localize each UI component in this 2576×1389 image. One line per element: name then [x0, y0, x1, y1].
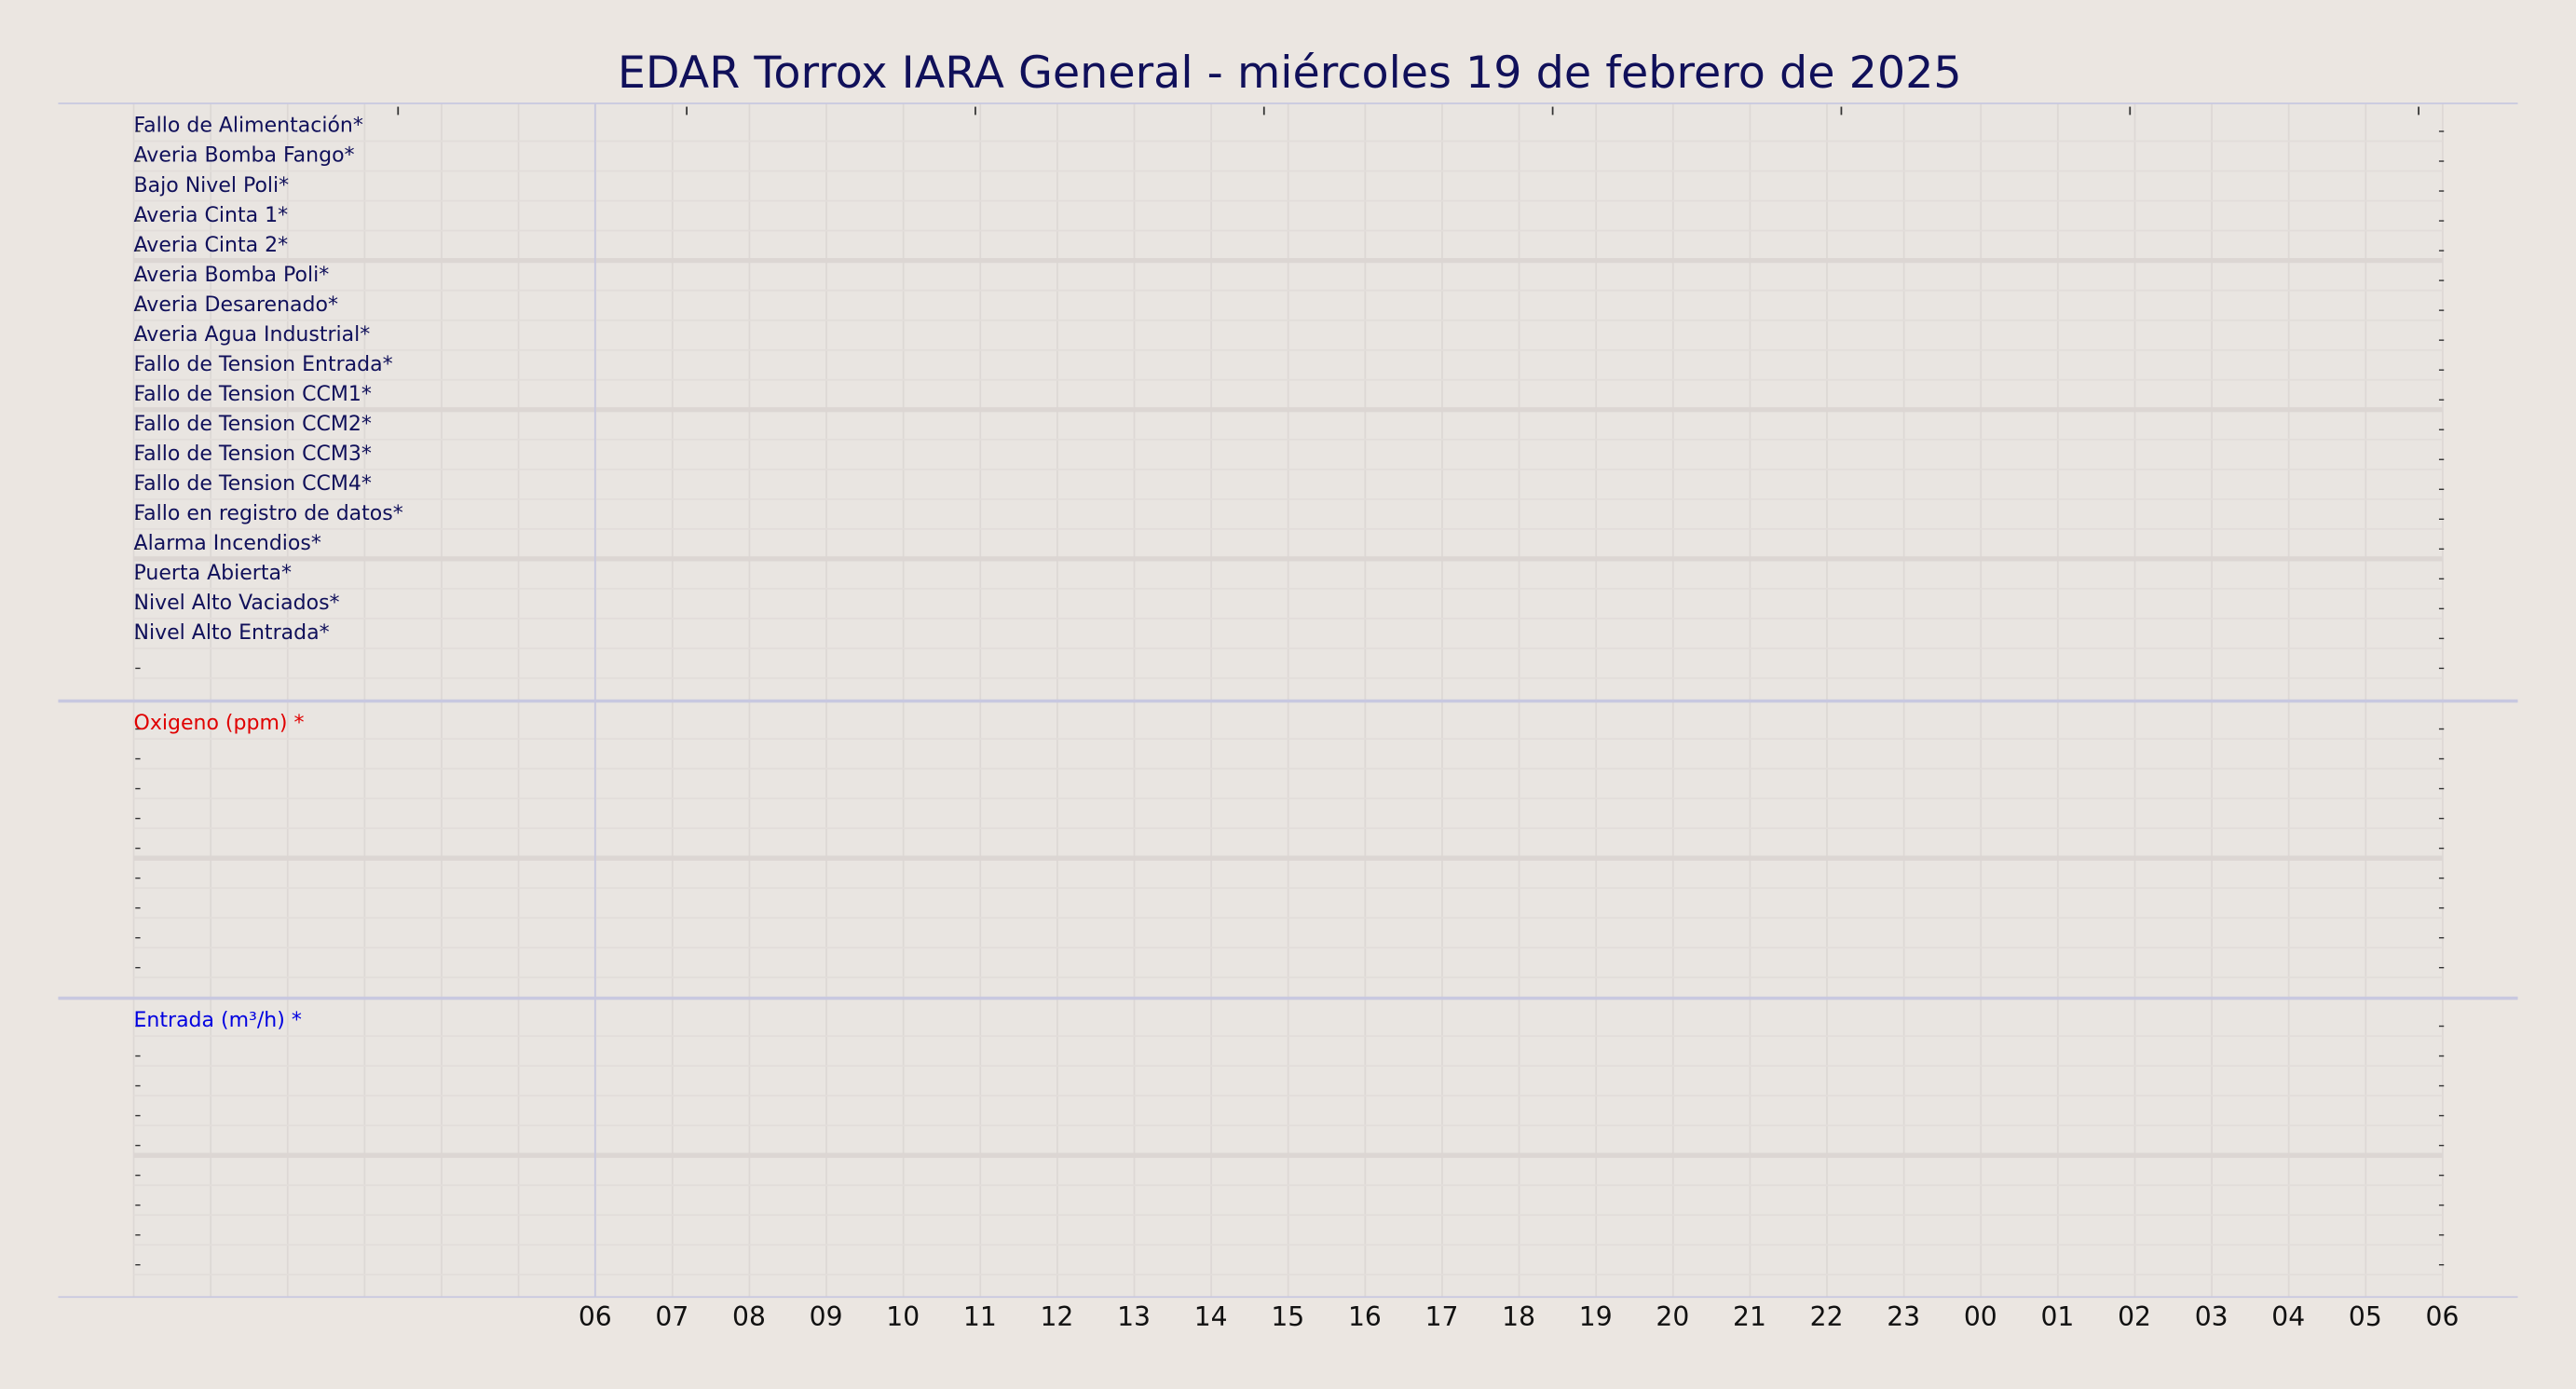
series-label: Fallo de Tension CCM4*	[134, 472, 372, 496]
x-tick-label: 02	[2118, 1301, 2151, 1332]
x-tick-label: 07	[655, 1301, 688, 1332]
x-tick-label: 14	[1194, 1301, 1228, 1332]
x-tick-label: 16	[1348, 1301, 1382, 1332]
series-label: Alarma Incendios*	[134, 532, 321, 555]
x-tick-label: 05	[2349, 1301, 2382, 1332]
x-tick-label: 15	[1271, 1301, 1304, 1332]
x-tick-label: 23	[1887, 1301, 1920, 1332]
x-tick-label: 22	[1810, 1301, 1844, 1332]
series-label: Fallo de Alimentación*	[134, 115, 363, 138]
series-label: Fallo de Tension CCM1*	[134, 383, 372, 406]
series-label: Nivel Alto Vaciados*	[134, 592, 340, 615]
x-tick-label: 08	[732, 1301, 766, 1332]
chart-title: EDAR Torrox IARA General - miércoles 19 …	[618, 48, 1962, 99]
series-label: Averia Bomba Fango*	[134, 144, 355, 168]
x-tick-label: 10	[886, 1301, 920, 1332]
series-label: Bajo Nivel Poli*	[134, 174, 290, 197]
x-tick-label: 11	[963, 1301, 997, 1332]
series-label: Puerta Abierta*	[134, 562, 292, 585]
x-tick-label: 06	[579, 1301, 612, 1332]
series-label: Averia Desarenado*	[134, 293, 338, 317]
series-label: Fallo en registro de datos*	[134, 502, 403, 525]
series-label: Fallo de Tension Entrada*	[134, 353, 393, 376]
x-tick-label: 04	[2271, 1301, 2305, 1332]
series-label: Averia Bomba Poli*	[134, 264, 330, 287]
x-tick-label: 01	[2040, 1301, 2074, 1332]
x-tick-label: 19	[1579, 1301, 1613, 1332]
series-label: Nivel Alto Entrada*	[134, 621, 330, 645]
x-tick-label: 00	[1964, 1301, 1997, 1332]
x-tick-label: 20	[1656, 1301, 1689, 1332]
x-tick-label: 17	[1425, 1301, 1459, 1332]
x-tick-label: 03	[2195, 1301, 2228, 1332]
x-tick-label: 18	[1502, 1301, 1535, 1332]
series-label: Averia Cinta 2*	[134, 234, 289, 257]
series-label: Averia Cinta 1*	[134, 204, 289, 227]
x-tick-label: 09	[810, 1301, 843, 1332]
series-label: Entrada (m³/h) *	[134, 1009, 302, 1032]
x-tick-label: 12	[1041, 1301, 1074, 1332]
x-tick-label: 21	[1733, 1301, 1766, 1332]
x-tick-label: 13	[1117, 1301, 1151, 1332]
series-label: Averia Agua Industrial*	[134, 323, 371, 347]
series-label: Fallo de Tension CCM3*	[134, 443, 372, 466]
series-label: Oxigeno (ppm) *	[134, 712, 305, 735]
series-label: Fallo de Tension CCM2*	[134, 413, 372, 436]
x-tick-label: 06	[2426, 1301, 2460, 1332]
